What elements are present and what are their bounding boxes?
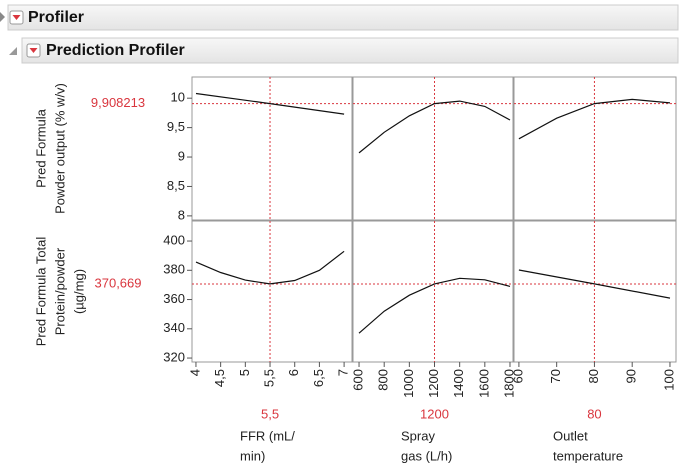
disclosure-icon[interactable] — [9, 47, 17, 55]
x-tick-label: 6 — [286, 369, 301, 376]
prediction-curve — [518, 269, 671, 299]
factor-current-value: 1200 — [420, 406, 449, 421]
plot-grid: 8 8,5 9 9,5 10 Pred Formula Powder output (% w… — [33, 76, 677, 463]
response-label: Pred Formula Total — [33, 237, 48, 347]
x-tick-label: 7 — [336, 369, 351, 376]
response-label: Protein/powder — [52, 247, 67, 335]
prediction-curve — [358, 100, 511, 154]
x-tick-label: 70 — [548, 369, 563, 383]
factor-label: gas (L/h) — [401, 448, 452, 463]
y-tick-label: 10 — [171, 90, 185, 105]
x-tick-label: 100 — [661, 369, 676, 391]
x-tick-label: 4 — [187, 369, 202, 376]
y-tick-label: 320 — [163, 349, 185, 364]
factor-label: FFR (mL/ — [240, 428, 295, 443]
factor-label: Spray — [401, 428, 435, 443]
x-tick-label: 1200 — [426, 369, 441, 398]
panel — [352, 76, 514, 221]
header-bar — [7, 4, 679, 31]
x-tick-label: 800 — [376, 369, 391, 391]
prediction-curve — [195, 92, 345, 115]
factor-current-value: 5,5 — [261, 406, 279, 421]
menu-arrow — [29, 48, 38, 53]
panel — [191, 220, 353, 363]
y-tick-label: 380 — [163, 262, 185, 277]
x-tick-label: 1000 — [401, 369, 416, 398]
x-tick-label: 1600 — [476, 369, 491, 398]
x-tick-label: 6,5 — [311, 369, 326, 387]
x-tick-label: 600 — [350, 369, 365, 391]
header-title: Profiler — [28, 9, 84, 26]
y-tick-label: 400 — [163, 232, 185, 247]
y-tick-label: 8 — [178, 207, 185, 222]
prediction-curve — [358, 277, 511, 334]
prediction-curve — [195, 250, 345, 285]
header-bar — [21, 37, 679, 64]
prediction-curve — [518, 98, 671, 140]
y-tick-label: 340 — [163, 320, 185, 335]
y-tick-label: 9,5 — [167, 119, 185, 134]
menu-arrow — [12, 15, 21, 20]
factor-label: temperature — [553, 448, 623, 463]
disclosure-icon[interactable] — [0, 12, 5, 22]
response-current-value: 370,669 — [95, 275, 142, 290]
x-tick-label: 4,5 — [212, 369, 227, 387]
panel — [513, 76, 677, 221]
response-label: Pred Formula — [33, 108, 48, 188]
x-tick-label: 1800 — [501, 369, 516, 398]
panel — [191, 76, 353, 221]
factor-label: min) — [240, 448, 265, 463]
panel — [513, 220, 677, 363]
panel — [352, 220, 514, 363]
y-tick-label: 360 — [163, 291, 185, 306]
factor-label: Outlet — [553, 428, 588, 443]
response-current-value: 9,908213 — [91, 95, 145, 110]
profiler-title: Prediction Profiler — [46, 42, 185, 59]
factor-current-value: 80 — [587, 406, 601, 421]
x-tick-label: 60 — [510, 369, 525, 383]
y-tick-label: 9 — [178, 148, 185, 163]
x-tick-label: 1400 — [451, 369, 466, 398]
y-tick-label: 8,5 — [167, 178, 185, 193]
x-tick-label: 5 — [237, 369, 252, 376]
x-tick-label: 90 — [624, 369, 639, 383]
x-tick-label: 5,5 — [261, 369, 276, 387]
x-tick-label: 80 — [586, 369, 601, 383]
response-label: Powder output (% w/v) — [52, 83, 67, 214]
response-label: (µg/mg) — [71, 269, 86, 314]
